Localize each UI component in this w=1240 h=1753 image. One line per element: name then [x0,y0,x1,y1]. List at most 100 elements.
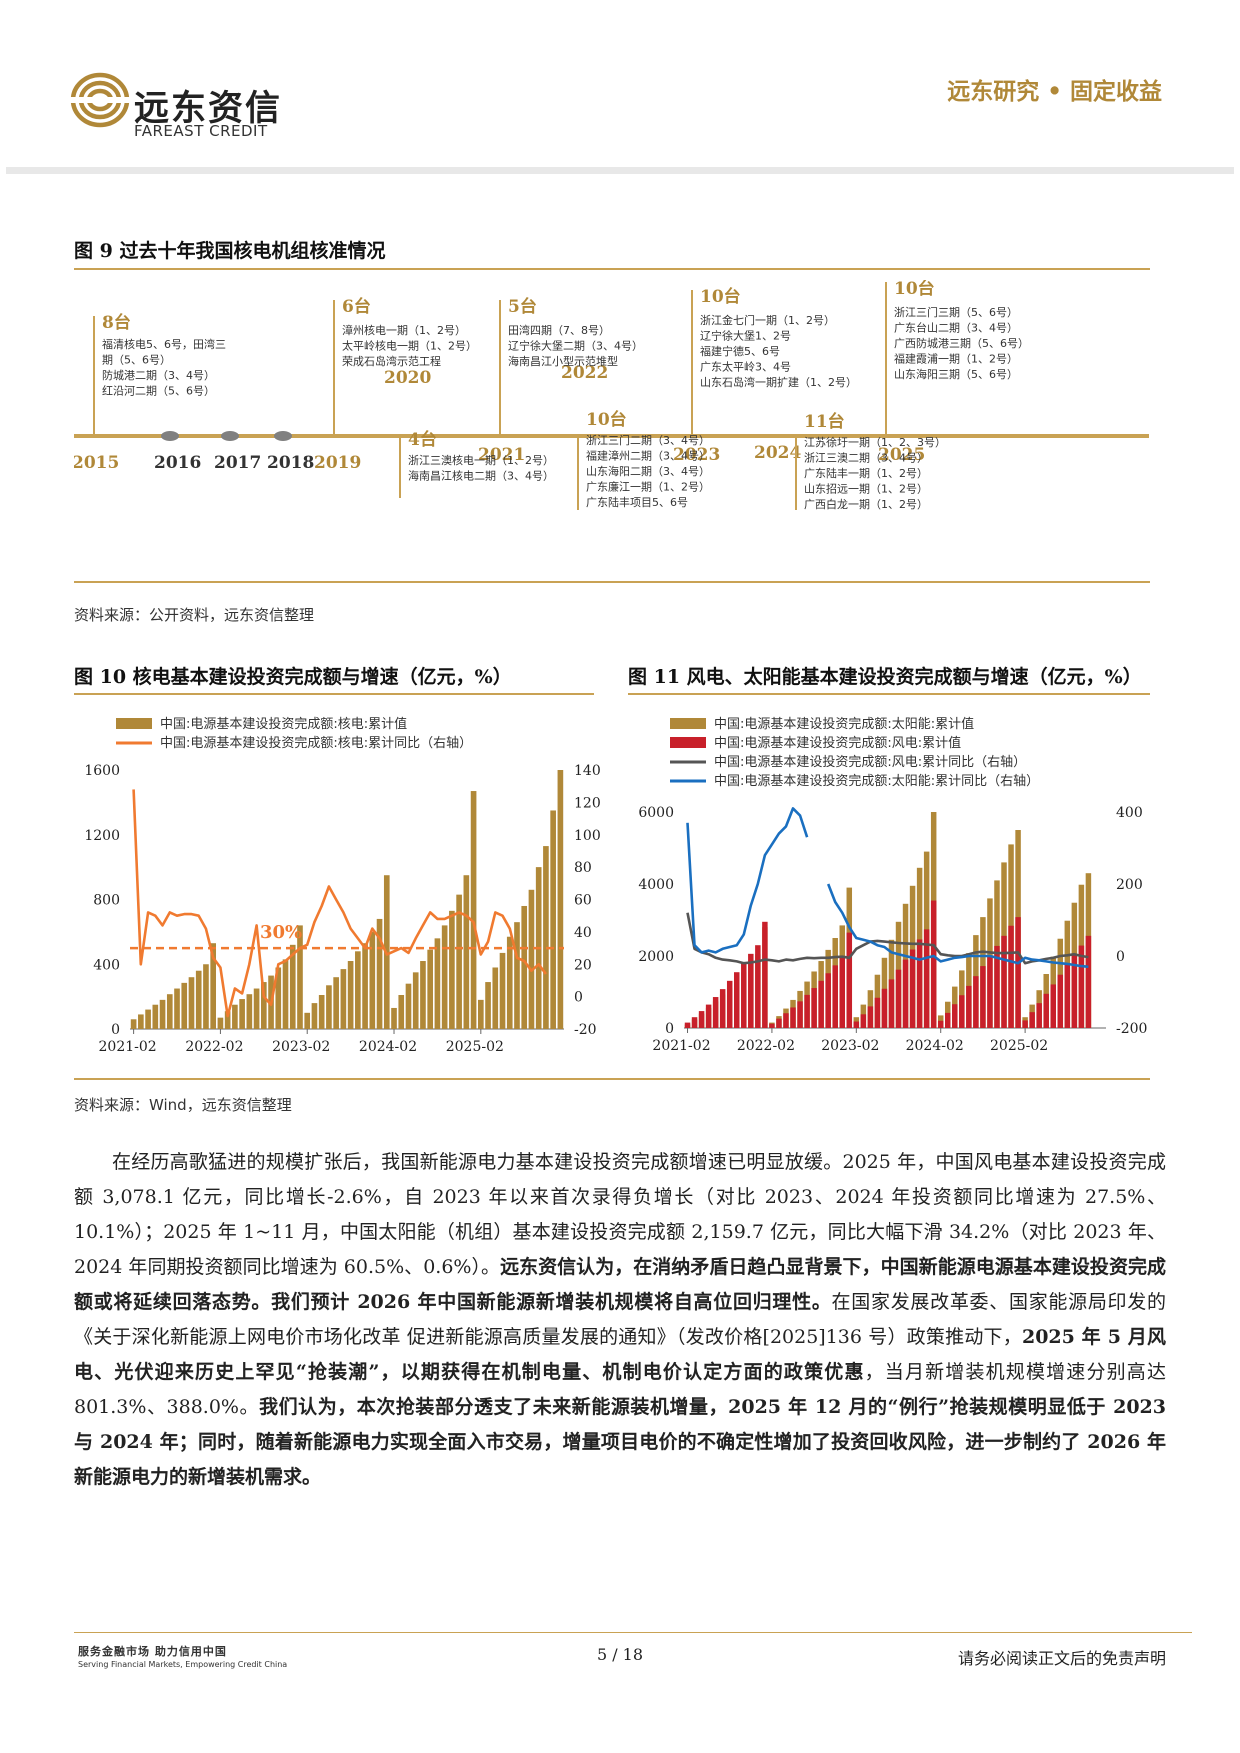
brand-name-cn: 远东资信 [134,89,283,129]
bar-1 [874,997,881,1028]
bar-1 [888,979,895,1028]
bar-1 [994,945,1000,1028]
bar-1 [825,973,831,1028]
section-label: 远东研究 • 固定收益 [947,78,1162,105]
bar-1 [1071,955,1078,1028]
y-right-tick: -20 [574,1022,597,1038]
bar-0 [449,910,455,1029]
approval-group-bottom-0-item: 浙江三澳核电一期（1、2号） [408,453,554,467]
bar-0 [543,846,549,1029]
bar-0 [485,982,491,1029]
y-left-tick: 2000 [638,949,674,965]
fig11-top-rule [628,693,1150,695]
approval-group-top-4-item: 广西防城港三期（5、6号） [894,336,1029,350]
bar-0 [441,925,448,1029]
legend-swatch [670,718,706,729]
y-right-tick: 60 [574,893,592,909]
line-series-0 [686,912,1089,965]
body-text: 在经历高歌猛进的规模扩张后，我国新能源电力基本建设投资完成额增速已明显放缓。20… [74,1151,1166,1278]
fig10-11-source: 资料来源：Wind，远东资信整理 [74,1096,292,1114]
bar-0 [463,875,470,1029]
bar-0 [420,961,426,1029]
bar-0 [275,967,282,1029]
charts-bottom-rule [74,1078,1150,1080]
bar-1 [1008,925,1014,1028]
approval-group-top-4-item: 广东台山二期（3、4号） [894,321,1018,335]
bar-1 [945,1012,951,1028]
x-tick-label: 2023-02 [821,1038,879,1054]
approval-group-bottom-1-count: 10台 [586,409,627,430]
approval-group-top-3-item: 山东石岛湾一期扩建（1、2号） [700,375,857,389]
bar-0 [347,961,354,1029]
y-left-tick: 800 [93,893,120,909]
bar-0 [326,985,332,1029]
year-label-2019: 2019 [314,453,361,473]
bar-1 [741,963,747,1028]
y-right-tick: 140 [574,763,601,779]
bar-0 [159,999,166,1029]
approval-group-top-2-count: 5台 [508,296,537,317]
approval-group-top-0-item: 期（5、6号） [102,354,171,367]
disclaimer-note: 请务必阅读正文后的免责声明 [957,1649,1166,1668]
bar-1 [748,953,754,1028]
bar-0 [282,959,289,1029]
bar-1 [930,900,937,1028]
bar-0 [557,770,564,1029]
bar-0 [203,964,209,1029]
approval-group-bottom-2-item: 山东招远一期（1、2号） [804,482,928,496]
bar-1 [734,972,740,1028]
bar-1 [790,1007,796,1028]
approval-group-top-0-item: 防城港二期（3、4号） [102,368,215,382]
bar-0 [210,943,217,1029]
bar-0 [174,988,180,1029]
bar-1 [726,980,733,1028]
approval-group-top-0-item: 福清核电5、6号，田湾三 [102,337,226,351]
bar-0 [318,995,325,1029]
approval-group-top-4-item: 福建霞浦一期（1、2号） [894,352,1018,366]
approval-group-top-1-item: 太平岭核电一期（1、2号） [342,339,477,353]
y-right-tick: 400 [1116,805,1143,821]
approval-group-top-2-item: 辽宁徐大堡二期（3、4号） [508,339,643,353]
approval-group-bottom-2-item: 江苏徐圩一期（1、2、3号） [804,435,946,449]
emphasis-text: 我们认为，本次抢装部分透支了未来新能源装机增量，2025 年 12 月的“例行”… [74,1396,1166,1488]
bar-0 [130,1019,137,1029]
bar-0 [333,977,339,1029]
approval-group-bottom-1-item: 山东海阳二期（3、4号） [586,464,710,478]
bar-0 [514,922,520,1029]
y-left-tick: 1600 [84,763,120,779]
bar-0 [304,1012,311,1029]
bar-1 [1043,993,1049,1028]
y-right-tick: -200 [1116,1021,1147,1037]
y-right-tick: 100 [574,828,601,844]
bar-0 [391,1007,397,1029]
approval-group-top-0-item: 红沿河二期（5、6号） [102,385,215,398]
bar-0 [528,889,535,1029]
x-tick-label: 2023-02 [272,1039,330,1055]
bar-0 [427,949,434,1029]
bar-1 [691,1017,698,1028]
year-label-2025: 2025 [878,445,925,465]
x-tick-label: 2025-02 [446,1039,504,1055]
approval-group-top-1-item: 荣成石岛湾示范工程 [342,354,441,368]
header-divider [6,167,1234,174]
bar-1 [916,939,923,1028]
brand-logo [70,72,130,128]
x-tick-label: 2021-02 [652,1038,710,1054]
approval-group-top-4-item: 浙江三门三期（5、6号） [894,305,1018,319]
y-left-tick: 6000 [638,805,674,821]
approval-group-top-3-item: 辽宁徐大堡1、2号 [700,329,791,343]
bar-1 [1022,1020,1028,1028]
year-label-2015: 2015 [74,453,119,473]
bar-0 [195,970,202,1029]
bar-0 [405,983,412,1029]
y-right-tick: 40 [574,925,592,941]
approval-group-bottom-2-count: 11台 [804,411,845,432]
y-right-tick: 0 [574,990,583,1006]
emphasis-text: 远东资信认为，在消纳矛盾日趋凸显背景下，中国新能源电源基本建设投资完成额或将延续… [74,1256,1166,1313]
bar-0 [246,994,253,1029]
bar-0 [456,894,462,1029]
bar-1 [1057,974,1064,1028]
x-tick-label: 2024-02 [359,1039,417,1055]
wind-solar-investment-chart: 0 2000 4000 6000 -200 0 200 400 2021-02 2022-02 20… [638,716,1147,1054]
bar-1 [783,1013,789,1028]
